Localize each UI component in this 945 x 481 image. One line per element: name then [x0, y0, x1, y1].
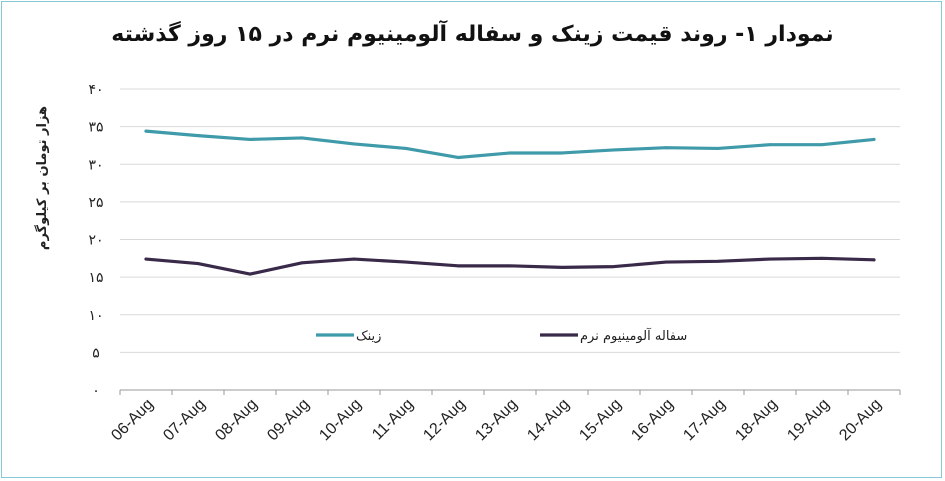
- y-tick-label: ۴۰: [88, 82, 103, 98]
- data-point: [872, 138, 876, 141]
- data-point: [560, 265, 564, 269]
- legend-label: زینک: [356, 329, 381, 344]
- data-point: [144, 129, 148, 133]
- x-tick-label: 13-Aug: [472, 396, 521, 445]
- x-tick-label: 07-Aug: [160, 396, 209, 445]
- data-point: [352, 142, 356, 146]
- data-point: [768, 257, 772, 261]
- data-point: [612, 148, 616, 152]
- data-point: [456, 156, 460, 159]
- gridlines: [120, 88, 900, 391]
- legend: زینک سفاله آلومینیوم نرم: [316, 327, 687, 344]
- data-point: [404, 260, 408, 264]
- data-point: [352, 257, 356, 261]
- chart-title: نمودار ۱- روند قیمت زینک و سفاله آلومینی…: [111, 22, 834, 47]
- y-axis-label: هزار تومان بر کیلوگرم: [34, 106, 50, 250]
- y-tick-label: ۱۵: [88, 270, 103, 286]
- y-tick-label: ۳۵: [88, 120, 103, 136]
- x-tick-label: 06-Aug: [108, 396, 157, 445]
- data-point: [144, 257, 148, 261]
- data-point: [716, 259, 720, 263]
- data-point: [300, 136, 304, 140]
- y-tick-label: ۲۵: [88, 195, 103, 211]
- series-lines: [144, 129, 876, 276]
- y-tick-label: ۵: [92, 345, 100, 361]
- y-axis-ticks: ۰ ۵ ۱۰ ۱۵ ۲۰ ۲۵ ۳۰ ۳۵ ۴۰: [88, 82, 103, 399]
- data-point: [456, 264, 460, 268]
- data-point: [768, 143, 772, 147]
- x-tick-label: 18-Aug: [732, 396, 781, 445]
- y-tick-label: ۰: [92, 383, 100, 399]
- data-point: [560, 151, 564, 155]
- y-tick-label: ۳۰: [88, 157, 103, 173]
- x-tick-label: 10-Aug: [316, 396, 365, 445]
- y-tick-label: ۱۰: [88, 308, 103, 324]
- x-tick-label: 09-Aug: [264, 396, 313, 445]
- data-point: [300, 261, 304, 265]
- x-tick-label: 16-Aug: [628, 396, 677, 445]
- x-tick-label: 19-Aug: [784, 396, 833, 445]
- data-point: [664, 146, 668, 150]
- data-point: [872, 258, 876, 262]
- legend-label: سفاله آلومینیوم نرم: [580, 327, 687, 344]
- x-axis-ticks: 06-Aug 07-Aug 08-Aug 09-Aug 10-Aug 11-Aug 12-A…: [108, 390, 901, 445]
- data-point: [664, 260, 668, 264]
- data-point: [196, 134, 200, 138]
- data-point: [820, 143, 824, 147]
- data-point: [248, 138, 252, 141]
- data-point: [248, 272, 252, 276]
- x-tick-label: 11-Aug: [369, 396, 417, 444]
- data-point: [820, 256, 824, 260]
- x-tick-label: 17-Aug: [680, 396, 729, 445]
- y-tick-label: ۲۰: [88, 233, 103, 249]
- data-point: [508, 151, 512, 155]
- x-tick-label: 08-Aug: [212, 396, 261, 445]
- data-point: [404, 147, 408, 150]
- x-tick-label: 15-Aug: [576, 396, 625, 445]
- data-point: [508, 264, 512, 268]
- x-tick-label: 12-Aug: [420, 396, 469, 445]
- x-tick-label: 20-Aug: [836, 396, 885, 445]
- data-point: [196, 262, 200, 265]
- data-point: [716, 147, 720, 150]
- data-point: [612, 265, 616, 268]
- x-tick-label: 14-Aug: [524, 396, 573, 445]
